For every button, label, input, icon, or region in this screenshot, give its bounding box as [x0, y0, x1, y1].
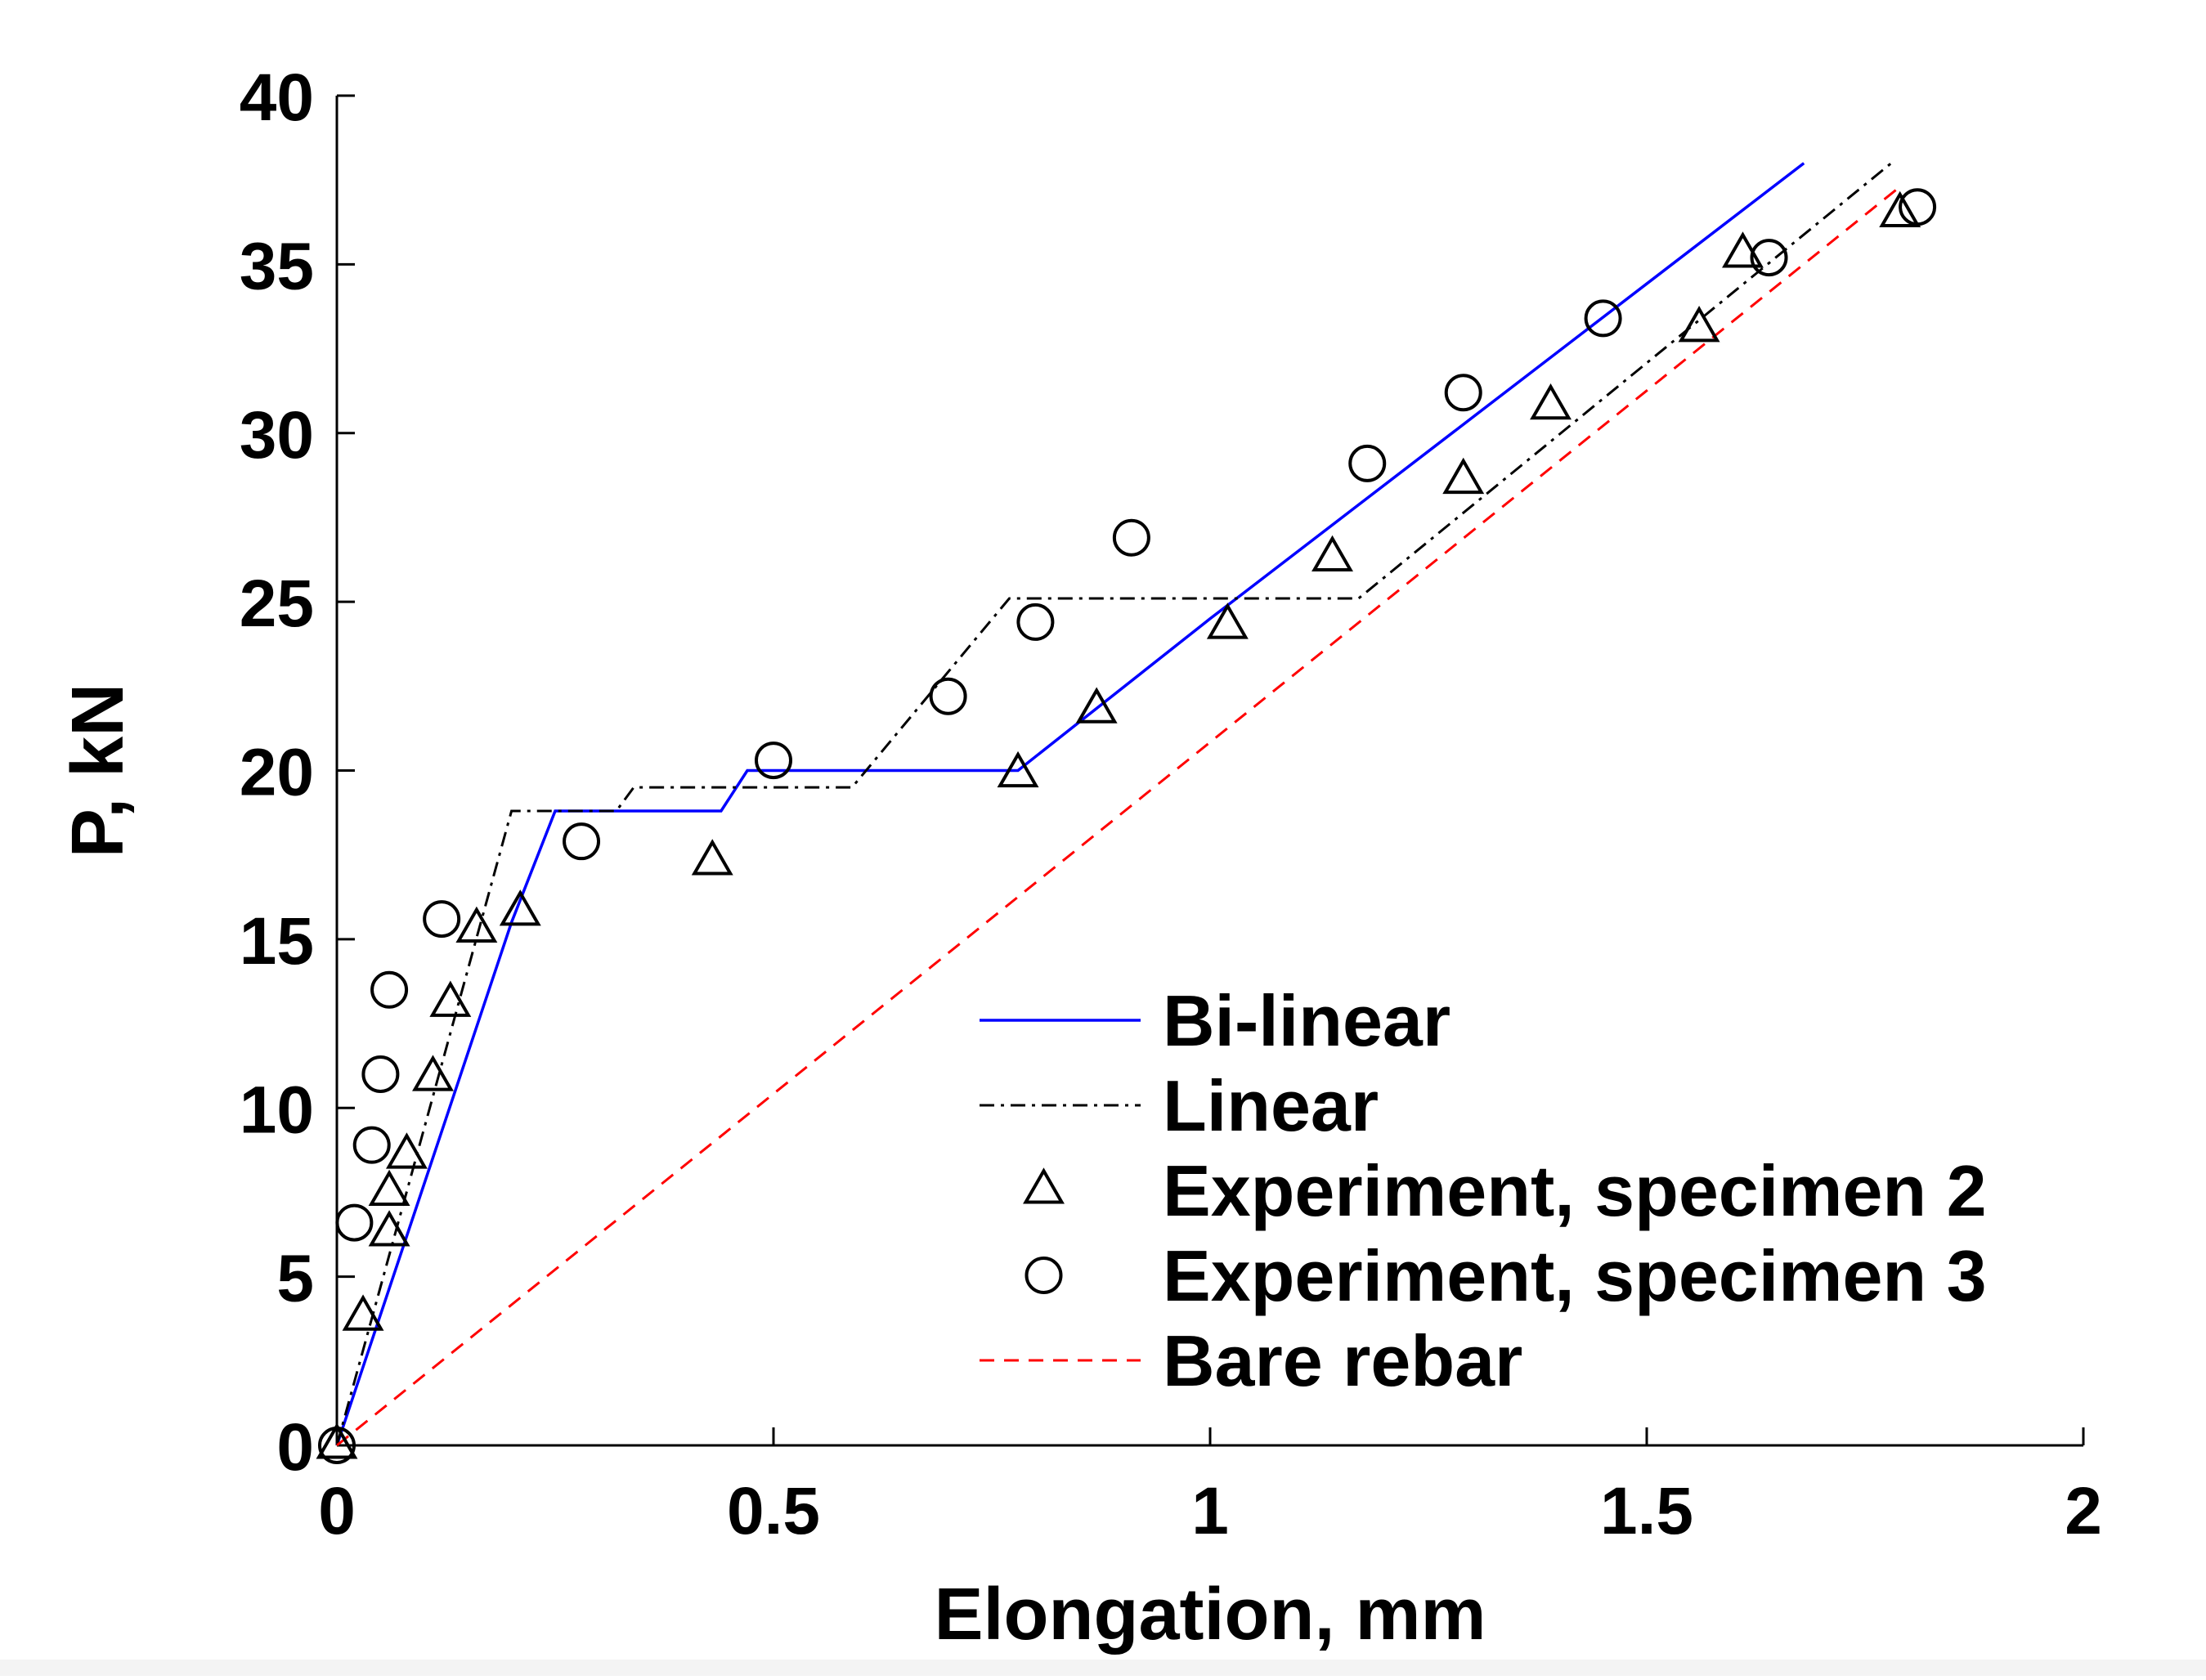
- data-point-experiment-specimen-2: [1530, 383, 1572, 420]
- y-tick-label: 25: [240, 567, 314, 641]
- data-point-experiment-specimen-3: [1899, 188, 1937, 226]
- data-point-experiment-specimen-2: [1879, 190, 1921, 228]
- data-point-experiment-specimen-3: [563, 822, 601, 861]
- data-point-experiment-specimen-2: [342, 1294, 384, 1331]
- legend-item-linear: Linear: [980, 1065, 1379, 1146]
- data-point-experiment-specimen-2: [691, 839, 733, 876]
- data-point-experiment-specimen-3: [370, 970, 409, 1009]
- legend-marker-circle: [1025, 1257, 1063, 1294]
- x-tick-label: 0.5: [727, 1474, 820, 1548]
- data-point-experiment-specimen-3: [361, 1055, 400, 1093]
- data-point-experiment-specimen-2: [1442, 457, 1485, 495]
- series-line-bi-linear: [335, 162, 1805, 1446]
- x-tick-label: 2: [2065, 1474, 2102, 1548]
- data-point-experiment-specimen-2: [1206, 603, 1249, 639]
- data-point-experiment-specimen-2: [455, 906, 498, 943]
- data-point-experiment-specimen-2: [316, 1422, 358, 1459]
- data-point-experiment-specimen-3: [755, 741, 792, 780]
- legend-label: Experiment, specimen 3: [1163, 1235, 1987, 1316]
- data-point-experiment-specimen-2: [1678, 306, 1720, 343]
- y-tick-label: 10: [240, 1073, 314, 1147]
- bottom-strip: [0, 1660, 2206, 1676]
- y-tick-label: 0: [276, 1410, 314, 1485]
- data-point-experiment-specimen-2: [1075, 687, 1118, 724]
- data-point-experiment-specimen-3: [1112, 518, 1150, 557]
- data-point-experiment-specimen-3: [1444, 374, 1482, 412]
- x-axis-title: Elongation, mm: [935, 1574, 1486, 1655]
- data-point-experiment-specimen-3: [335, 1203, 374, 1242]
- y-tick-label: 5: [276, 1242, 314, 1316]
- legend-label: Linear: [1163, 1065, 1379, 1146]
- data-point-experiment-specimen-3: [1348, 444, 1387, 482]
- legend-label: Bare rebar: [1163, 1320, 1522, 1401]
- data-point-experiment-specimen-2: [429, 980, 472, 1017]
- data-point-experiment-specimen-3: [352, 1126, 391, 1164]
- y-tick-label: 20: [240, 736, 314, 810]
- data-point-experiment-specimen-3: [1750, 239, 1788, 277]
- legend-item-experiment-specimen-2: Experiment, specimen 2: [1023, 1150, 1987, 1231]
- y-tick-label: 35: [240, 229, 314, 303]
- data-point-experiment-specimen-3: [423, 900, 461, 939]
- data-point-experiment-specimen-2: [368, 1169, 410, 1206]
- legend-item-bi-linear: Bi-linear: [980, 980, 1450, 1061]
- data-point-experiment-specimen-2: [1311, 535, 1353, 572]
- series-line-bare-rebar: [336, 186, 1901, 1447]
- data-point-experiment-specimen-3: [929, 677, 967, 715]
- data-point-experiment-specimen-3: [1584, 299, 1622, 338]
- legend-item-bare-rebar: Bare rebar: [980, 1320, 1522, 1401]
- y-axis-title: P, kN: [57, 683, 139, 858]
- data-point-experiment-specimen-3: [318, 1427, 356, 1464]
- x-tick-label: 1: [1191, 1474, 1229, 1548]
- legend-marker-triangle: [1023, 1167, 1065, 1204]
- y-tick-label: 40: [240, 60, 314, 135]
- series-line-linear: [335, 162, 1892, 1446]
- data-point-experiment-specimen-2: [385, 1132, 428, 1169]
- data-point-experiment-specimen-2: [499, 889, 541, 926]
- data-point-experiment-specimen-2: [412, 1055, 454, 1091]
- legend-label: Experiment, specimen 2: [1163, 1150, 1987, 1231]
- x-tick-label: 1.5: [1600, 1474, 1693, 1548]
- x-tick-label: 0: [318, 1474, 356, 1548]
- data-point-experiment-specimen-3: [1016, 603, 1055, 641]
- data-point-experiment-specimen-2: [997, 750, 1039, 788]
- y-tick-label: 30: [240, 398, 314, 473]
- legend-label: Bi-linear: [1163, 980, 1450, 1061]
- legend-item-experiment-specimen-3: Experiment, specimen 3: [1025, 1235, 1987, 1316]
- data-point-experiment-specimen-2: [368, 1210, 410, 1247]
- y-tick-label: 15: [240, 904, 314, 979]
